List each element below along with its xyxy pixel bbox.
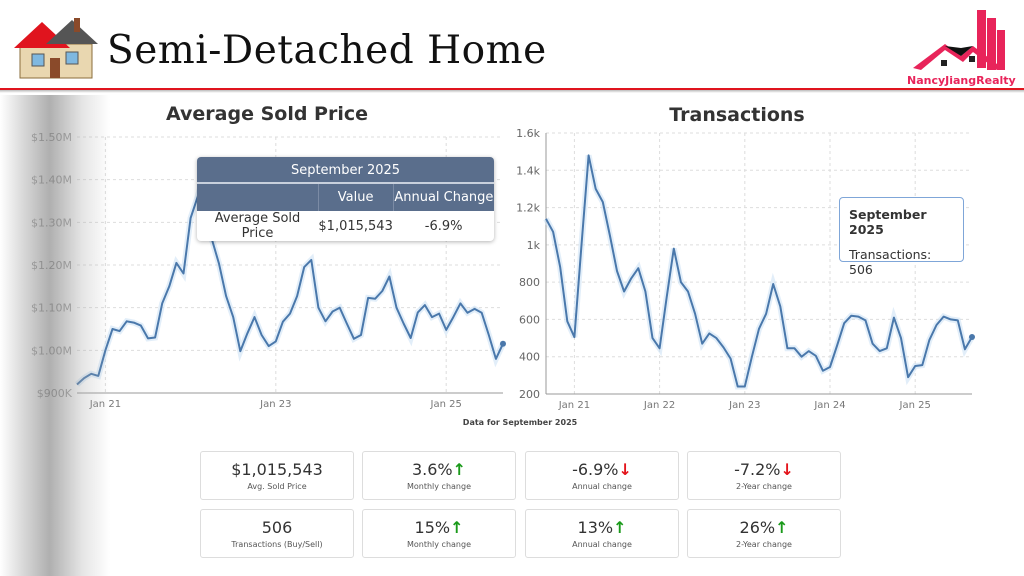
- y-tick-label: 1.6k: [516, 127, 540, 140]
- kpi-value: 13%↑: [526, 518, 678, 537]
- kpi-value: 15%↑: [363, 518, 515, 537]
- data-footnote: Data for September 2025: [462, 418, 578, 427]
- kpi-label: 2-Year change: [736, 540, 792, 549]
- kpi-value-text: -6.9%: [572, 460, 619, 479]
- tooltip-text: Transactions: 506: [849, 247, 932, 277]
- arrow-up-icon: ↑: [613, 518, 627, 537]
- y-tick-label: 1.2k: [516, 202, 540, 215]
- arrow-up-icon: ↑: [775, 518, 789, 537]
- y-tick-label: 1k: [527, 239, 541, 252]
- kpi-card: 13%↑ Annual change: [525, 509, 679, 558]
- brand-logo-icon: [913, 10, 1005, 70]
- arrow-up-icon: ↑: [450, 518, 464, 537]
- kpi-value-text: $1,015,543: [231, 460, 323, 479]
- y-tick-label: 800: [519, 276, 540, 289]
- y-tick-label: $900K: [37, 387, 73, 400]
- kpi-label: Avg. Sold Price: [247, 482, 307, 491]
- kpi-value-text: 13%: [577, 518, 614, 537]
- kpi-card: 15%↑ Monthly change: [362, 509, 516, 558]
- kpi-value: 26%↑: [688, 518, 840, 537]
- data-point: [500, 340, 506, 347]
- kpi-value-text: 3.6%: [411, 460, 453, 479]
- brand-name: NancyJiangRealty: [907, 74, 1016, 87]
- tooltip-col-change: Annual Change: [392, 184, 494, 211]
- kpi-label: Annual change: [572, 482, 632, 491]
- tooltip-row-label: Average Sold Price: [214, 211, 301, 241]
- tooltip-value: $1,015,543: [318, 218, 393, 234]
- kpi-value: 506: [201, 518, 353, 537]
- kpi-value: $1,015,543: [201, 460, 353, 479]
- kpi-card: -6.9%↓ Annual change: [525, 451, 679, 500]
- house-logo-icon: [14, 18, 98, 79]
- header-divider: [0, 88, 1024, 90]
- kpi-label: Transactions (Buy/Sell): [231, 540, 323, 549]
- tooltip-month: September 2025: [197, 157, 494, 184]
- x-tick-label: Jan 24: [813, 400, 845, 411]
- kpi-label: Monthly change: [406, 482, 471, 491]
- kpi-label: Monthly change: [406, 540, 471, 549]
- header-shadow: [0, 90, 1024, 93]
- y-tick-label: 400: [519, 351, 540, 364]
- kpi-value: 3.6%↑: [363, 460, 515, 479]
- kpi-card: 3.6%↑ Monthly change: [362, 451, 516, 500]
- tooltip-col-value: Value: [317, 184, 394, 211]
- kpi-label: 2-Year change: [736, 482, 792, 491]
- series-line: [545, 154, 973, 388]
- x-tick-label: Jan 25: [899, 400, 931, 411]
- y-tick-label: $1.20M: [31, 259, 72, 272]
- x-tick-label: Jan 25: [430, 399, 462, 410]
- kpi-card: -7.2%↓ 2-Year change: [687, 451, 841, 500]
- y-tick-label: 600: [519, 313, 540, 326]
- x-tick-label: Jan 21: [558, 400, 590, 411]
- page-title: Semi-Detached Home: [107, 28, 547, 73]
- tooltip-month: September 2025: [849, 207, 927, 237]
- kpi-card: 26%↑ 2-Year change: [687, 509, 841, 558]
- arrow-up-icon: ↑: [452, 460, 467, 479]
- kpi-card: $1,015,543 Avg. Sold Price: [200, 451, 354, 500]
- transactions-chart-title: Transactions: [669, 104, 805, 126]
- data-point: [969, 333, 975, 340]
- arrow-down-icon: ↓: [618, 460, 632, 479]
- transactions-tooltip: September 2025 Transactions: 506: [839, 197, 964, 277]
- y-tick-label: $1.40M: [31, 174, 72, 187]
- x-tick-label: Jan 23: [259, 399, 291, 410]
- kpi-value-text: 506: [261, 518, 293, 537]
- y-tick-label: $1.50M: [31, 131, 72, 144]
- price-chart-title: Average Sold Price: [165, 103, 368, 125]
- kpi-value-text: 26%: [739, 518, 776, 537]
- y-tick-label: 1.4k: [516, 164, 540, 177]
- kpi-label: Annual change: [572, 540, 632, 549]
- y-tick-label: $1.30M: [31, 216, 72, 229]
- x-tick-label: Jan 22: [643, 400, 675, 411]
- price-tooltip: September 2025 Value Annual Change Averag…: [197, 157, 494, 241]
- y-tick-label: 200: [519, 388, 540, 401]
- kpi-value-text: 15%: [414, 518, 451, 537]
- arrow-down-icon: ↓: [780, 460, 794, 479]
- kpi-value-text: -7.2%: [734, 460, 781, 479]
- y-tick-label: $1.10M: [31, 302, 72, 315]
- x-tick-label: Jan 21: [89, 399, 121, 410]
- series-line: [76, 170, 504, 386]
- tooltip-change: -6.9%: [424, 218, 463, 234]
- y-tick-label: $1.00M: [31, 344, 72, 357]
- kpi-value: -6.9%↓: [526, 460, 678, 479]
- kpi-value: -7.2%↓: [688, 460, 840, 479]
- x-tick-label: Jan 23: [728, 400, 760, 411]
- kpi-card: 506 Transactions (Buy/Sell): [200, 509, 354, 558]
